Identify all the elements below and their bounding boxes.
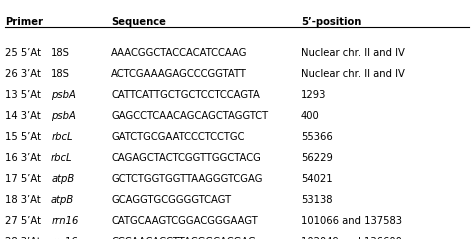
Text: 56229: 56229 bbox=[301, 153, 333, 163]
Text: Nuclear chr. II and IV: Nuclear chr. II and IV bbox=[301, 69, 405, 79]
Text: 27 5’At: 27 5’At bbox=[5, 216, 41, 226]
Text: GAGCCTCAACAGCAGCTAGGTCT: GAGCCTCAACAGCAGCTAGGTCT bbox=[111, 111, 268, 121]
Text: 14 3’At: 14 3’At bbox=[5, 111, 40, 121]
Text: psbA: psbA bbox=[51, 111, 76, 121]
Text: 26 3’At: 26 3’At bbox=[5, 69, 41, 79]
Text: GATCTGCGAATCCCTCCTGC: GATCTGCGAATCCCTCCTGC bbox=[111, 132, 245, 142]
Text: 18S: 18S bbox=[51, 48, 70, 58]
Text: CATTCATTGCTGCTCCTCCAGTA: CATTCATTGCTGCTCCTCCAGTA bbox=[111, 90, 260, 100]
Text: 18 3’At: 18 3’At bbox=[5, 195, 40, 205]
Text: CAGAGCTACTCGGTTGGCTACG: CAGAGCTACTCGGTTGGCTACG bbox=[111, 153, 261, 163]
Text: 5’-position: 5’-position bbox=[301, 17, 361, 27]
Text: CATGCAAGTCGGACGGGAAGT: CATGCAAGTCGGACGGGAAGT bbox=[111, 216, 258, 226]
Text: atpB: atpB bbox=[51, 195, 74, 205]
Text: 18S: 18S bbox=[51, 69, 70, 79]
Text: 13 5’At: 13 5’At bbox=[5, 90, 41, 100]
Text: CCCAACACCTTACGGCACGAG: CCCAACACCTTACGGCACGAG bbox=[111, 237, 256, 239]
Text: 101066 and 137583: 101066 and 137583 bbox=[301, 216, 402, 226]
Text: atpB: atpB bbox=[51, 174, 74, 184]
Text: GCTCTGGTGGTTAAGGGTCGAG: GCTCTGGTGGTTAAGGGTCGAG bbox=[111, 174, 263, 184]
Text: GCAGGTGCGGGGTCAGT: GCAGGTGCGGGGTCAGT bbox=[111, 195, 231, 205]
Text: ACTCGAAAGAGCCCGGTATT: ACTCGAAAGAGCCCGGTATT bbox=[111, 69, 247, 79]
Text: rrn16: rrn16 bbox=[51, 237, 78, 239]
Text: rbcL: rbcL bbox=[51, 153, 73, 163]
Text: Primer: Primer bbox=[5, 17, 43, 27]
Text: 1293: 1293 bbox=[301, 90, 327, 100]
Text: 54021: 54021 bbox=[301, 174, 333, 184]
Text: 17 5’At: 17 5’At bbox=[5, 174, 41, 184]
Text: rbcL: rbcL bbox=[51, 132, 73, 142]
Text: Sequence: Sequence bbox=[111, 17, 166, 27]
Text: 16 3’At: 16 3’At bbox=[5, 153, 41, 163]
Text: 400: 400 bbox=[301, 111, 320, 121]
Text: 53138: 53138 bbox=[301, 195, 332, 205]
Text: 28 3’At: 28 3’At bbox=[5, 237, 40, 239]
Text: AAACGGCTACCACATCCAAG: AAACGGCTACCACATCCAAG bbox=[111, 48, 248, 58]
Text: 55366: 55366 bbox=[301, 132, 333, 142]
Text: 25 5’At: 25 5’At bbox=[5, 48, 41, 58]
Text: psbA: psbA bbox=[51, 90, 76, 100]
Text: 102049 and 136600: 102049 and 136600 bbox=[301, 237, 402, 239]
Text: rrn16: rrn16 bbox=[51, 216, 79, 226]
Text: Nuclear chr. II and IV: Nuclear chr. II and IV bbox=[301, 48, 405, 58]
Text: 15 5’At: 15 5’At bbox=[5, 132, 41, 142]
